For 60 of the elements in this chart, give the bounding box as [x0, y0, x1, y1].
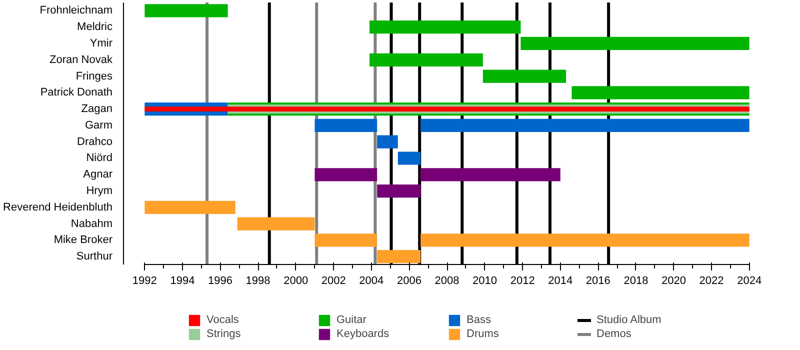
- bar: [420, 118, 750, 132]
- y-tick-label: Fringes: [76, 70, 113, 82]
- bar: [237, 217, 315, 230]
- bar: [144, 4, 228, 18]
- bar: [370, 20, 521, 34]
- x-tick-label: 1994: [170, 274, 195, 287]
- bar: [398, 152, 421, 165]
- y-tick-label: Reverend Heidenbluth: [3, 201, 113, 214]
- y-tick-label: Frohnleichnam: [40, 4, 113, 17]
- legend-label: Studio Album: [596, 313, 662, 327]
- x-tick-label: 2008: [434, 274, 460, 287]
- bar: [420, 234, 750, 247]
- legend-label: Vocals: [206, 313, 240, 327]
- y-tick-label: Zagan: [81, 103, 113, 116]
- bar: [314, 118, 378, 132]
- x-tick-label: 2020: [662, 274, 686, 287]
- y-tick-label: Niörd: [86, 152, 113, 164]
- bar: [482, 70, 566, 83]
- y-tick-label: Garm: [85, 119, 112, 132]
- x-tick-label: 2024: [737, 274, 762, 287]
- bar: [420, 168, 560, 182]
- bar: [520, 36, 750, 50]
- y-tick-label: Nabahm: [70, 218, 112, 230]
- bar: [144, 200, 236, 214]
- x-tick-label: 1998: [246, 274, 270, 287]
- x-tick-label: 2022: [699, 274, 724, 287]
- x-tick-label: 2018: [624, 274, 648, 287]
- legend-label: Guitar: [336, 313, 368, 327]
- bar: [377, 135, 398, 148]
- y-tick-label: Zoran Novak: [50, 54, 113, 66]
- y-tick-label: Agnar: [83, 168, 113, 181]
- bar: [314, 168, 378, 182]
- x-tick-label: 1992: [132, 274, 157, 287]
- y-tick-label: Mike Broker: [54, 234, 113, 246]
- legend-label: Strings: [206, 327, 242, 341]
- bar: [377, 184, 421, 198]
- legend-label: Bass: [466, 313, 492, 327]
- y-tick-label: Meldric: [77, 21, 113, 34]
- y-tick-label: Hrym: [86, 185, 113, 198]
- x-tick-label: 2000: [284, 274, 308, 287]
- legend-label: Demos: [596, 327, 632, 341]
- bar: [370, 53, 483, 66]
- bar: [377, 250, 421, 264]
- x-tick-label: 2004: [359, 274, 384, 287]
- x-tick-label: 2010: [472, 274, 498, 287]
- y-tick-label: Drahco: [77, 136, 113, 148]
- bar: [572, 86, 750, 100]
- y-tick-label: Ymir: [90, 37, 113, 50]
- y-tick-label: Surthur: [76, 250, 113, 263]
- bar: [144, 106, 750, 112]
- x-tick-label: 2016: [586, 274, 610, 287]
- x-tick-label: 2006: [396, 274, 422, 287]
- y-tick-label: Patrick Donath: [40, 86, 113, 99]
- x-tick-label: 2012: [510, 274, 535, 287]
- legend-label: Keyboards: [336, 327, 390, 341]
- x-tick-label: 1996: [208, 274, 232, 287]
- legend-label: Drums: [466, 327, 500, 341]
- bar: [314, 234, 378, 247]
- x-tick-label: 2014: [548, 274, 573, 287]
- x-tick-label: 2002: [321, 274, 346, 287]
